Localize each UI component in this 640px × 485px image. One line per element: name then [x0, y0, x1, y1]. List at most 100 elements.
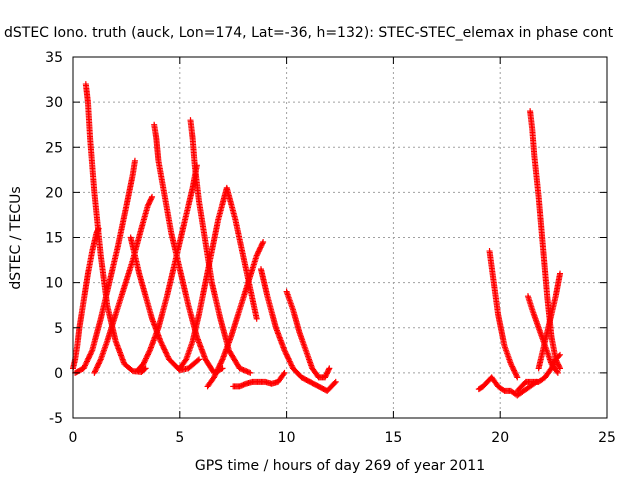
- y-tick-label: 35: [45, 50, 63, 66]
- series-pass-11: [257, 266, 339, 394]
- series-pass-6: [151, 121, 226, 376]
- y-axis-label: dSTEC / TECUs: [8, 186, 24, 289]
- data-point: [255, 248, 262, 255]
- data-point: [216, 361, 223, 368]
- data-point: [160, 343, 167, 350]
- data-point: [513, 371, 520, 378]
- data-point: [326, 365, 333, 372]
- data-point: [143, 355, 150, 362]
- data-point: [164, 353, 171, 360]
- data-point: [149, 193, 156, 200]
- y-tick-label: 5: [54, 321, 63, 337]
- data-point: [97, 357, 104, 364]
- data-point: [219, 365, 226, 372]
- data-point: [146, 348, 153, 355]
- data-point: [140, 360, 147, 367]
- data-point: [511, 367, 518, 374]
- data-point: [87, 351, 94, 358]
- data-point: [557, 365, 564, 372]
- data-point: [212, 370, 219, 377]
- data-point: [508, 362, 515, 369]
- y-tick-label: 0: [54, 366, 63, 382]
- data-point: [144, 352, 151, 359]
- data-point: [87, 350, 94, 357]
- data-point: [507, 360, 514, 367]
- data-point: [218, 359, 225, 366]
- data-point: [554, 369, 561, 376]
- data-point: [257, 244, 264, 251]
- data-point: [213, 368, 220, 375]
- grid-layer: [73, 57, 607, 418]
- series-pass-19: [535, 270, 564, 372]
- data-point: [159, 342, 166, 349]
- data-point: [81, 362, 88, 369]
- data-point: [128, 367, 135, 374]
- data-point: [92, 367, 99, 374]
- data-point: [325, 366, 332, 373]
- data-point: [131, 157, 138, 164]
- data-point: [161, 346, 168, 353]
- data-point: [512, 370, 519, 377]
- data-point: [253, 315, 260, 322]
- data-layer: [70, 81, 564, 399]
- data-point: [247, 369, 254, 376]
- data-point: [256, 245, 263, 252]
- data-point: [281, 369, 288, 376]
- data-point: [83, 358, 90, 365]
- data-point: [95, 360, 102, 367]
- data-point: [283, 351, 290, 358]
- data-point: [285, 355, 292, 362]
- data-point: [282, 350, 289, 357]
- data-point: [158, 341, 165, 348]
- x-axis-label: GPS time / hours of day 269 of year 2011: [195, 458, 485, 474]
- data-point: [556, 364, 563, 371]
- data-point: [214, 367, 221, 374]
- data-point: [157, 338, 164, 345]
- data-point: [214, 366, 221, 373]
- data-point: [162, 349, 169, 356]
- data-point: [142, 365, 149, 372]
- series-pass-10: [204, 239, 267, 390]
- x-tick-label: 20: [491, 430, 509, 446]
- series-pass-4: [91, 193, 156, 376]
- data-point: [158, 339, 165, 346]
- data-point: [280, 371, 287, 378]
- x-tick-label: 15: [384, 430, 402, 446]
- tick-layer: 0 5 10 15 20 25 -5 0 5 10 15 20 25 30 35: [45, 50, 616, 446]
- series-pass-1: [70, 225, 102, 372]
- data-point: [510, 366, 517, 373]
- data-point: [145, 350, 152, 357]
- data-point: [93, 365, 100, 372]
- data-point: [509, 364, 516, 371]
- y-tick-label: 10: [45, 276, 63, 292]
- data-point: [215, 364, 222, 371]
- data-point: [86, 352, 93, 359]
- series-pass-17: [527, 108, 564, 372]
- series-pass-8: [187, 117, 254, 376]
- x-tick-label: 10: [278, 430, 296, 446]
- data-point: [509, 363, 516, 370]
- data-point: [258, 243, 265, 250]
- data-point: [141, 366, 148, 373]
- data-point: [332, 378, 339, 385]
- data-point: [194, 357, 201, 364]
- data-point: [143, 354, 150, 361]
- data-point: [211, 372, 218, 379]
- data-point: [164, 352, 171, 359]
- data-point: [95, 361, 102, 368]
- series-pass-13: [230, 369, 288, 390]
- data-point: [81, 363, 88, 370]
- data-point: [258, 241, 265, 248]
- data-point: [92, 368, 99, 375]
- data-point: [82, 361, 89, 368]
- data-point: [254, 249, 261, 256]
- data-point: [96, 359, 103, 366]
- y-tick-label: 15: [45, 231, 63, 247]
- x-tick-label: 25: [598, 430, 616, 446]
- y-tick-label: 30: [45, 95, 63, 111]
- data-point: [80, 365, 87, 372]
- data-point: [282, 348, 289, 355]
